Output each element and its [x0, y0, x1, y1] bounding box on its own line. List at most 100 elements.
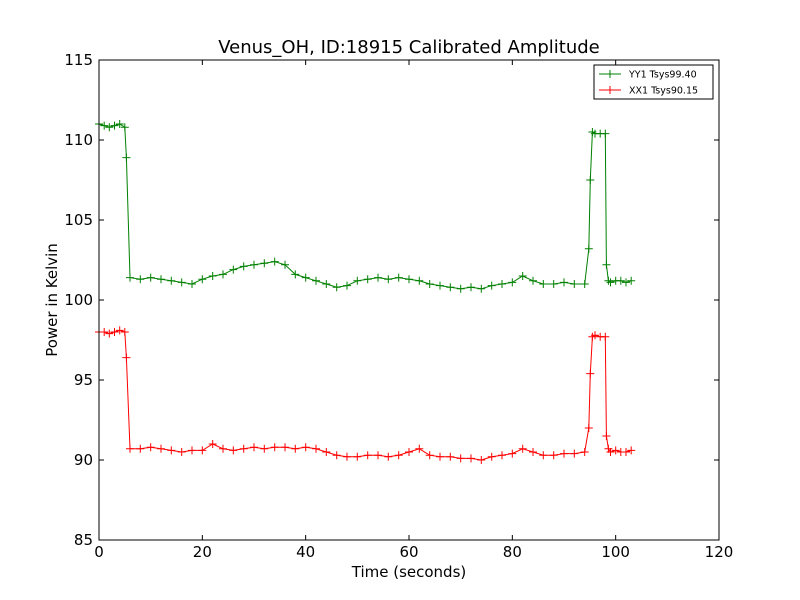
data-point [363, 275, 372, 284]
data-point [584, 244, 593, 253]
data-point [239, 262, 248, 271]
data-point [332, 283, 341, 292]
data-point [529, 276, 537, 285]
data-point [353, 276, 362, 285]
data-point [167, 446, 176, 455]
y-tick-label: 105 [64, 211, 93, 229]
data-point [606, 278, 615, 287]
data-point [425, 451, 434, 460]
data-point [601, 129, 610, 138]
data-point [604, 444, 613, 453]
x-tick-label: 80 [503, 543, 522, 561]
data-point [529, 448, 537, 456]
data-point [343, 281, 351, 290]
data-point [622, 448, 630, 456]
y-tick-label: 115 [64, 51, 93, 69]
data-point [115, 120, 124, 128]
y-tick-label: 110 [64, 131, 93, 149]
data-point [477, 284, 486, 293]
data-point [301, 443, 310, 452]
data-point [627, 276, 636, 285]
data-point [446, 452, 455, 461]
data-point [167, 276, 176, 285]
data-point [281, 443, 289, 452]
y-axis-label: Power in Kelvin [43, 243, 61, 357]
data-point [602, 432, 611, 440]
data-point [126, 444, 134, 453]
data-point [146, 273, 155, 282]
data-point [436, 452, 444, 461]
data-point [415, 444, 424, 453]
data-point [332, 451, 341, 460]
data-point [591, 331, 599, 340]
legend-marker [606, 86, 614, 94]
data-point [270, 443, 279, 452]
data-point [580, 280, 589, 288]
data-point [518, 272, 527, 280]
x-tick-label: 40 [296, 543, 315, 561]
data-point [291, 270, 300, 279]
data-point [136, 275, 145, 284]
data-point [586, 176, 595, 184]
data-point [539, 451, 548, 460]
data-point [518, 444, 527, 453]
data-point [115, 326, 124, 335]
legend-item: YY1 Tsys99.40 [599, 70, 697, 81]
data-point [322, 280, 331, 288]
data-point [627, 446, 636, 455]
data-point [250, 443, 258, 452]
data-point [100, 121, 109, 130]
data-point [239, 444, 248, 453]
data-point [604, 276, 613, 285]
data-point [539, 280, 548, 288]
x-tick-label: 60 [399, 543, 418, 561]
data-point [281, 260, 289, 269]
y-tick-label: 85 [74, 531, 93, 549]
y-tick-label: 90 [74, 451, 93, 469]
data-point [208, 440, 217, 448]
series-2 [95, 326, 636, 464]
data-point [611, 446, 620, 455]
data-point [436, 281, 444, 290]
x-tick-label: 120 [705, 543, 734, 561]
data-point [560, 449, 568, 458]
data-point [508, 449, 517, 458]
data-point [122, 353, 131, 362]
legend-label: YY1 Tsys99.40 [628, 70, 697, 81]
data-point [456, 454, 465, 463]
data-point [301, 273, 310, 282]
data-point [405, 275, 413, 284]
data-point [456, 284, 465, 293]
data-point [105, 329, 114, 338]
plot-area: 0 20 40 60 80 100 120 85 90 95 100 105 110 115 [64, 51, 733, 561]
data-point [353, 452, 362, 461]
data-point [616, 276, 625, 285]
data-point [446, 283, 455, 292]
data-point [198, 446, 207, 455]
chart-title: Venus_OH, ID:18915 Calibrated Amplitude [218, 37, 600, 58]
data-point [363, 451, 372, 460]
data-point [219, 270, 227, 279]
data-point [498, 280, 506, 288]
data-point [177, 278, 186, 287]
data-point [110, 121, 119, 130]
data-point [467, 454, 475, 463]
data-point [570, 280, 579, 288]
data-point [188, 446, 196, 455]
data-point [146, 443, 155, 452]
data-point [467, 283, 475, 292]
legend-box [593, 64, 714, 100]
data-point [580, 448, 589, 456]
data-point [260, 259, 269, 268]
x-tick-label: 100 [601, 543, 630, 561]
data-point [487, 452, 496, 461]
legend-marker [606, 70, 614, 78]
data-point [384, 452, 393, 461]
data-point [322, 448, 331, 456]
data-point [584, 424, 593, 432]
data-point [394, 451, 403, 460]
data-point [312, 444, 320, 453]
y-tick-label: 100 [64, 291, 93, 309]
